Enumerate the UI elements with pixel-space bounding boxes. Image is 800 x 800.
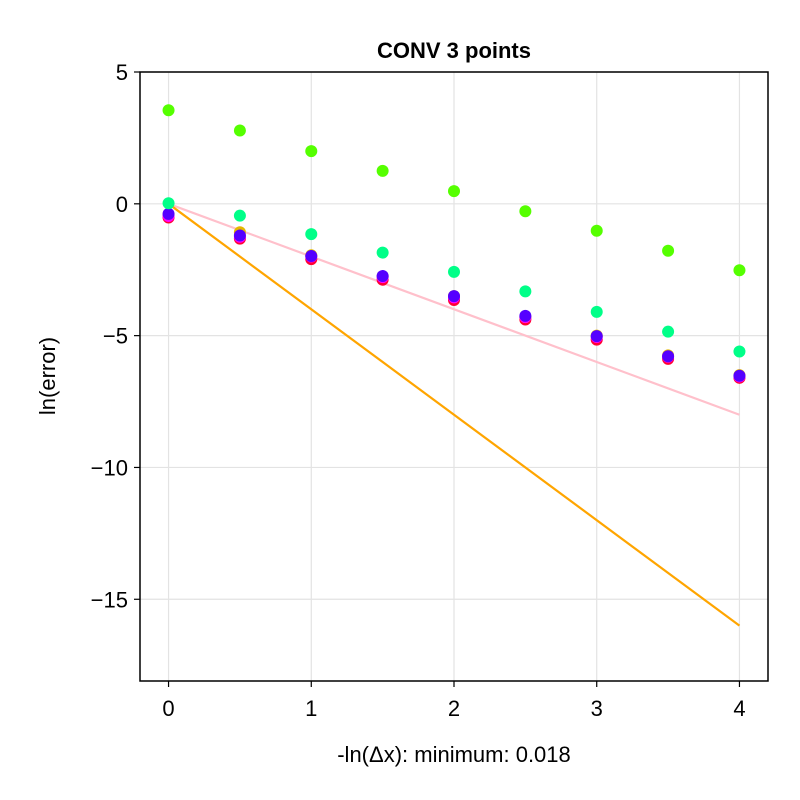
y-tick-label: −15 (91, 587, 128, 612)
data-point-series-5 (448, 265, 460, 278)
data-point-series-6 (448, 185, 460, 198)
y-axis-ticks: 5 0 −5 −10 −15 (91, 60, 140, 612)
data-point-series-4 (733, 369, 746, 382)
data-point-series-4 (376, 270, 389, 283)
data-point-series-6 (233, 124, 246, 137)
reference-lines (167, 202, 741, 627)
data-point-series-5 (662, 325, 675, 338)
data-point-series-4 (448, 290, 460, 303)
data-point-series-5 (162, 197, 175, 210)
x-tick-label: 3 (591, 696, 603, 721)
y-axis-title: ln(error) (35, 337, 60, 415)
data-point-series-6 (590, 224, 603, 237)
data-point-series-4 (233, 229, 246, 242)
data-point-series-5 (376, 246, 389, 259)
data-point-series-4 (662, 350, 675, 363)
data-point-series-6 (305, 145, 318, 158)
data-point-series-4 (590, 330, 603, 343)
data-points (162, 104, 746, 384)
x-axis-title: -ln(Δx): minimum: 0.018 (337, 742, 571, 767)
data-point-series-4 (519, 309, 532, 322)
data-point-series-6 (662, 244, 675, 257)
data-point-series-6 (162, 104, 175, 117)
y-tick-label: −5 (103, 324, 128, 349)
data-point-series-5 (519, 285, 532, 298)
data-point-series-6 (519, 205, 532, 218)
x-tick-label: 0 (162, 696, 174, 721)
data-point-series-6 (733, 264, 746, 277)
data-point-series-5 (233, 209, 246, 222)
x-tick-label: 4 (733, 696, 745, 721)
y-tick-label: 0 (116, 192, 128, 217)
data-point-series-4 (162, 207, 175, 220)
data-point-series-6 (376, 164, 389, 177)
reference-line-1 (168, 202, 740, 416)
data-point-series-4 (305, 250, 318, 263)
y-tick-label: −10 (91, 455, 128, 480)
reference-line-2 (167, 202, 741, 627)
data-point-series-5 (733, 345, 746, 358)
x-axis-ticks: 0 1 2 3 4 (162, 681, 746, 721)
chart-title: CONV 3 points (377, 38, 531, 63)
y-tick-label: 5 (116, 60, 128, 85)
x-tick-label: 1 (305, 696, 317, 721)
data-point-series-5 (590, 305, 603, 318)
x-tick-label: 2 (448, 696, 460, 721)
data-point-series-5 (305, 228, 318, 241)
